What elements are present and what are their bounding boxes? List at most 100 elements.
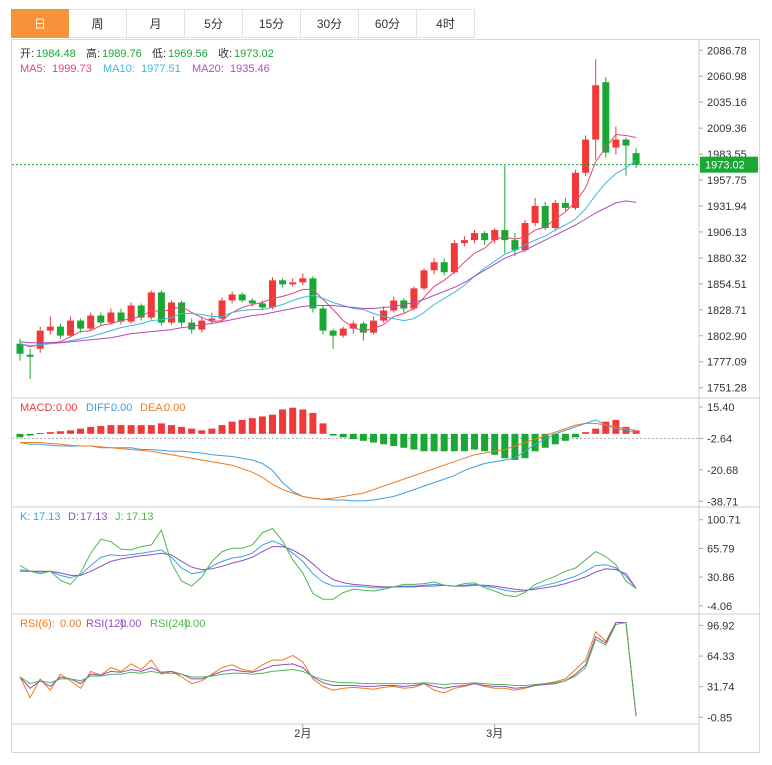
tab-0[interactable]: 日 — [11, 9, 69, 38]
y-tick-label: 1802.90 — [707, 331, 747, 343]
candle-body — [299, 278, 307, 283]
candle-body — [602, 82, 610, 153]
y-tick-label: 1828.71 — [707, 305, 747, 317]
macd-bar — [279, 409, 287, 434]
candle-body — [572, 172, 579, 208]
macd-bar — [198, 430, 206, 434]
y-tick-label: 15.40 — [707, 402, 735, 414]
macd-legend-item: MACD: — [20, 402, 55, 414]
current-price-tag — [700, 156, 758, 173]
macd-bar — [107, 425, 115, 434]
candle-body — [582, 139, 590, 173]
tab-1[interactable]: 周 — [69, 9, 127, 38]
candle-body — [501, 230, 509, 241]
candle-body — [77, 320, 85, 329]
candle-body — [258, 303, 266, 308]
ohlc-legend-item: 1984.48 — [36, 48, 76, 60]
candle-body — [218, 300, 226, 319]
ma-legend-item: 1977.51 — [141, 63, 181, 75]
macd-bar — [67, 430, 74, 434]
macd-bar — [380, 433, 388, 445]
macd-legend-item: 0.00 — [164, 402, 185, 414]
y-tick-label: -4.06 — [707, 601, 732, 613]
y-tick-label: 2060.98 — [707, 71, 747, 83]
rsi-legend-item: 0.00 — [184, 618, 205, 630]
macd-bar — [359, 433, 367, 441]
macd-bar — [238, 419, 246, 434]
candle-body — [349, 323, 357, 329]
candle-body — [147, 292, 155, 318]
macd-bar — [248, 418, 256, 434]
ohlc-legend: 开: 1984.48 高: 1989.76 低: 1969.56 收: 1973.02 — [20, 46, 274, 60]
ma-line-ma5 — [19, 133, 637, 348]
candle-body — [97, 315, 105, 323]
ohlc-legend-item: 开: — [20, 48, 34, 60]
macd-legend-item: DIFF: — [86, 402, 114, 414]
tab-6[interactable]: 60分 — [359, 9, 417, 38]
kdj-legend-item: 17.13 — [126, 511, 154, 523]
macd-bar — [77, 428, 85, 434]
tab-4[interactable]: 15分 — [243, 9, 301, 38]
tab-2[interactable]: 月 — [127, 9, 185, 38]
candle-body — [157, 292, 165, 323]
macd-bar — [491, 433, 499, 455]
x-tick-label: 3月 — [486, 728, 503, 740]
tab-7[interactable]: 4时 — [417, 9, 475, 38]
candle-body — [208, 318, 216, 321]
macd-bar — [471, 433, 478, 450]
period-tabs: 日周月 5分 15分 30分 60分 4时 — [11, 9, 475, 39]
y-tick-label: 1880.32 — [707, 253, 747, 265]
chart-frame — [11, 39, 760, 753]
candle-body — [168, 302, 175, 323]
macd-bar — [178, 426, 186, 434]
candle-body — [269, 280, 276, 308]
candle-body — [632, 153, 640, 165]
candle-body — [561, 202, 569, 208]
macd-legend-item: 0.00 — [56, 402, 77, 414]
ohlc-legend-item: 收: — [218, 46, 232, 60]
candle-body — [551, 202, 559, 229]
ma-legend: MA5: 1999.73 MA10: 1977.51 MA20: 1935.46 — [20, 63, 270, 75]
kdj-line-d — [20, 546, 637, 591]
tab-5[interactable]: 30分 — [301, 9, 359, 38]
macd-bar — [481, 433, 489, 452]
macd-bar — [339, 433, 347, 438]
rsi-legend-item: RSI(12): — [86, 618, 127, 630]
macd-bar — [582, 432, 590, 434]
candle-body — [440, 262, 448, 273]
kdj-legend-item: K: — [20, 511, 30, 523]
candle-body — [67, 320, 74, 336]
candle-body — [430, 262, 438, 271]
kdj-legend-item: D: — [68, 511, 79, 523]
macd-bar — [349, 433, 357, 440]
y-tick-label: -20.68 — [707, 465, 738, 477]
macd-bar — [147, 425, 155, 434]
macd-bar — [36, 432, 44, 434]
candle-body — [541, 205, 549, 229]
candle-body — [107, 312, 115, 323]
candle-body — [319, 308, 327, 331]
ma-legend-item: MA10: — [103, 63, 135, 75]
kdj-legend-item: 17.13 — [80, 511, 108, 523]
y-tick-label: 2035.16 — [707, 97, 747, 109]
candle-body — [339, 328, 347, 336]
tab-3[interactable]: 5分 — [185, 9, 243, 38]
macd-bar — [551, 433, 559, 445]
candle-body — [359, 323, 367, 333]
y-tick-label: 30.86 — [707, 572, 735, 584]
kdj-legend-item: J: — [115, 511, 124, 523]
candle-body — [228, 294, 236, 301]
macd-bar — [137, 425, 145, 434]
candle-body — [511, 240, 519, 251]
candle-body — [531, 205, 539, 224]
y-tick-label: 65.79 — [707, 543, 735, 555]
macd-bar — [531, 433, 539, 452]
ohlc-legend-item: 1989.76 — [102, 48, 142, 60]
diff-line — [19, 419, 637, 502]
candle-body — [309, 278, 317, 309]
macd-legend-item: 0.00 — [111, 402, 132, 414]
macd-bar — [329, 433, 337, 436]
candle-body — [390, 300, 398, 311]
ma-legend-item: 1999.73 — [52, 63, 92, 75]
ohlc-legend-item: 1973.02 — [234, 48, 274, 60]
